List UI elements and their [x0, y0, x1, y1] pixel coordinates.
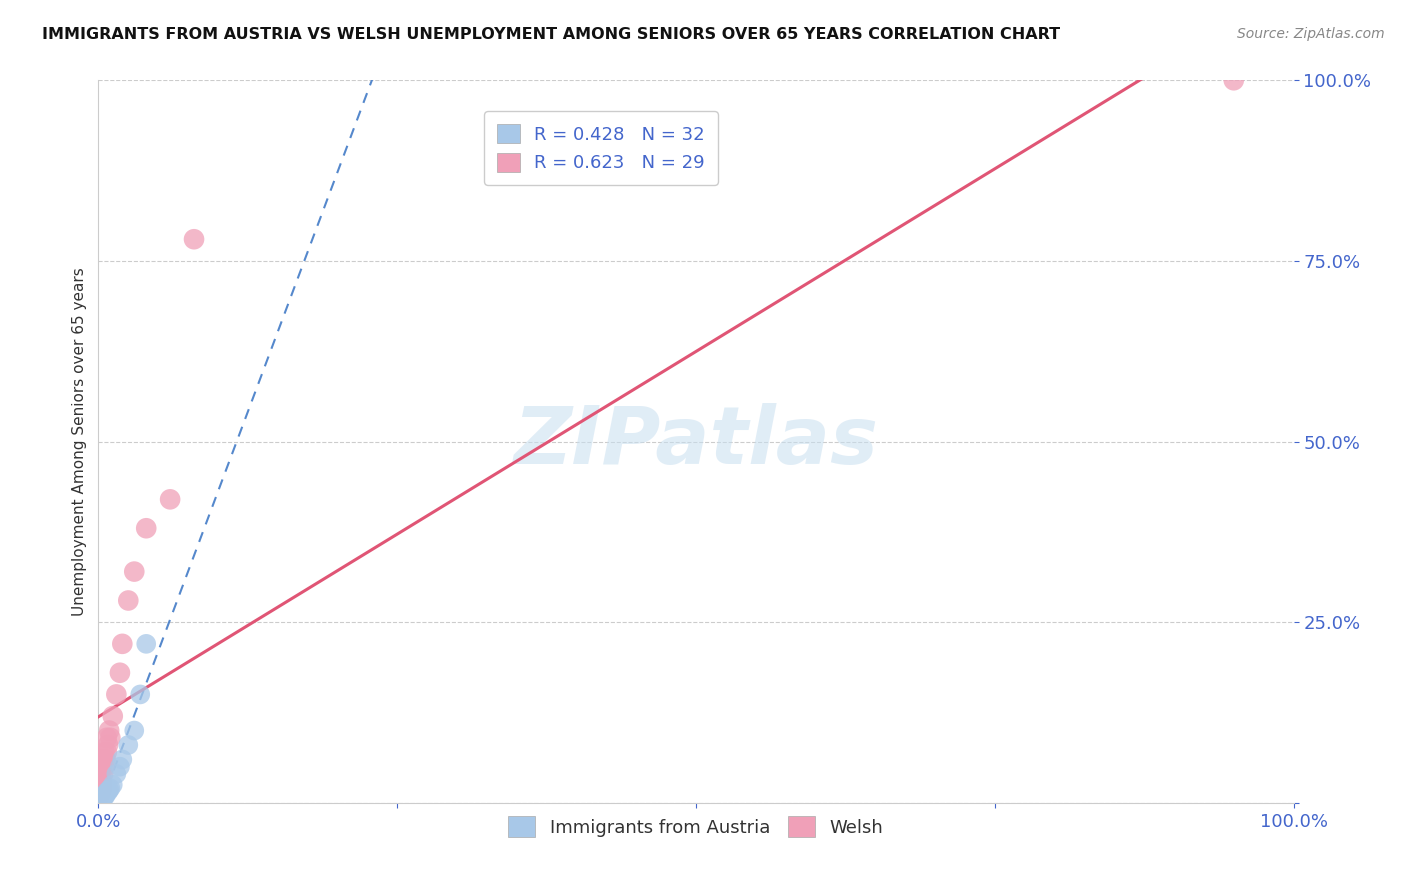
- Point: [89, 796, 111, 810]
- Point: [90, 794, 112, 808]
- Point: [91, 752, 114, 766]
- Point: [105, 687, 128, 701]
- Point: [101, 778, 124, 792]
- Point: [90, 794, 112, 808]
- Point: [89, 789, 111, 803]
- Text: IMMIGRANTS FROM AUSTRIA VS WELSH UNEMPLOYMENT AMONG SENIORS OVER 65 YEARS CORREL: IMMIGRANTS FROM AUSTRIA VS WELSH UNEMPLO…: [42, 27, 1060, 42]
- Point: [96, 745, 118, 759]
- Point: [91, 791, 114, 805]
- Point: [98, 782, 121, 797]
- Point: [108, 665, 131, 680]
- Point: [111, 637, 134, 651]
- Point: [93, 760, 115, 774]
- Point: [94, 787, 117, 801]
- Point: [93, 789, 115, 803]
- Point: [91, 789, 114, 804]
- Point: [124, 723, 146, 738]
- Point: [90, 767, 112, 781]
- Point: [98, 723, 121, 738]
- Point: [93, 745, 115, 759]
- Point: [93, 790, 115, 805]
- Point: [96, 785, 118, 799]
- Point: [89, 794, 111, 808]
- Point: [91, 781, 114, 796]
- Point: [94, 789, 117, 803]
- Text: Source: ZipAtlas.com: Source: ZipAtlas.com: [1237, 27, 1385, 41]
- Point: [89, 796, 111, 810]
- Point: [94, 752, 117, 766]
- Point: [89, 795, 111, 809]
- Point: [117, 738, 139, 752]
- Point: [91, 790, 114, 805]
- Point: [91, 774, 114, 789]
- Point: [90, 792, 112, 806]
- Point: [89, 781, 111, 796]
- Point: [89, 794, 111, 808]
- Point: [183, 232, 205, 246]
- Point: [105, 767, 128, 781]
- Legend: Immigrants from Austria, Welsh: Immigrants from Austria, Welsh: [501, 809, 891, 845]
- Point: [98, 731, 122, 745]
- Point: [91, 793, 114, 807]
- Text: ZIPatlas: ZIPatlas: [513, 402, 879, 481]
- Point: [90, 793, 112, 807]
- Point: [111, 752, 134, 766]
- Point: [97, 785, 120, 799]
- Point: [98, 781, 122, 796]
- Point: [117, 593, 139, 607]
- Point: [159, 492, 181, 507]
- Y-axis label: Unemployment Among Seniors over 65 years: Unemployment Among Seniors over 65 years: [72, 268, 87, 615]
- Point: [96, 731, 118, 745]
- Point: [91, 790, 114, 805]
- Point: [129, 687, 152, 701]
- Point: [101, 709, 124, 723]
- Point: [90, 778, 112, 792]
- Point: [135, 521, 157, 535]
- Point: [90, 785, 112, 799]
- Point: [89, 774, 111, 789]
- Point: [91, 760, 114, 774]
- Point: [108, 760, 131, 774]
- Point: [135, 637, 157, 651]
- Point: [97, 738, 120, 752]
- Point: [91, 792, 114, 806]
- Point: [124, 565, 146, 579]
- Point: [90, 791, 112, 805]
- Point: [1223, 73, 1246, 87]
- Point: [91, 767, 114, 781]
